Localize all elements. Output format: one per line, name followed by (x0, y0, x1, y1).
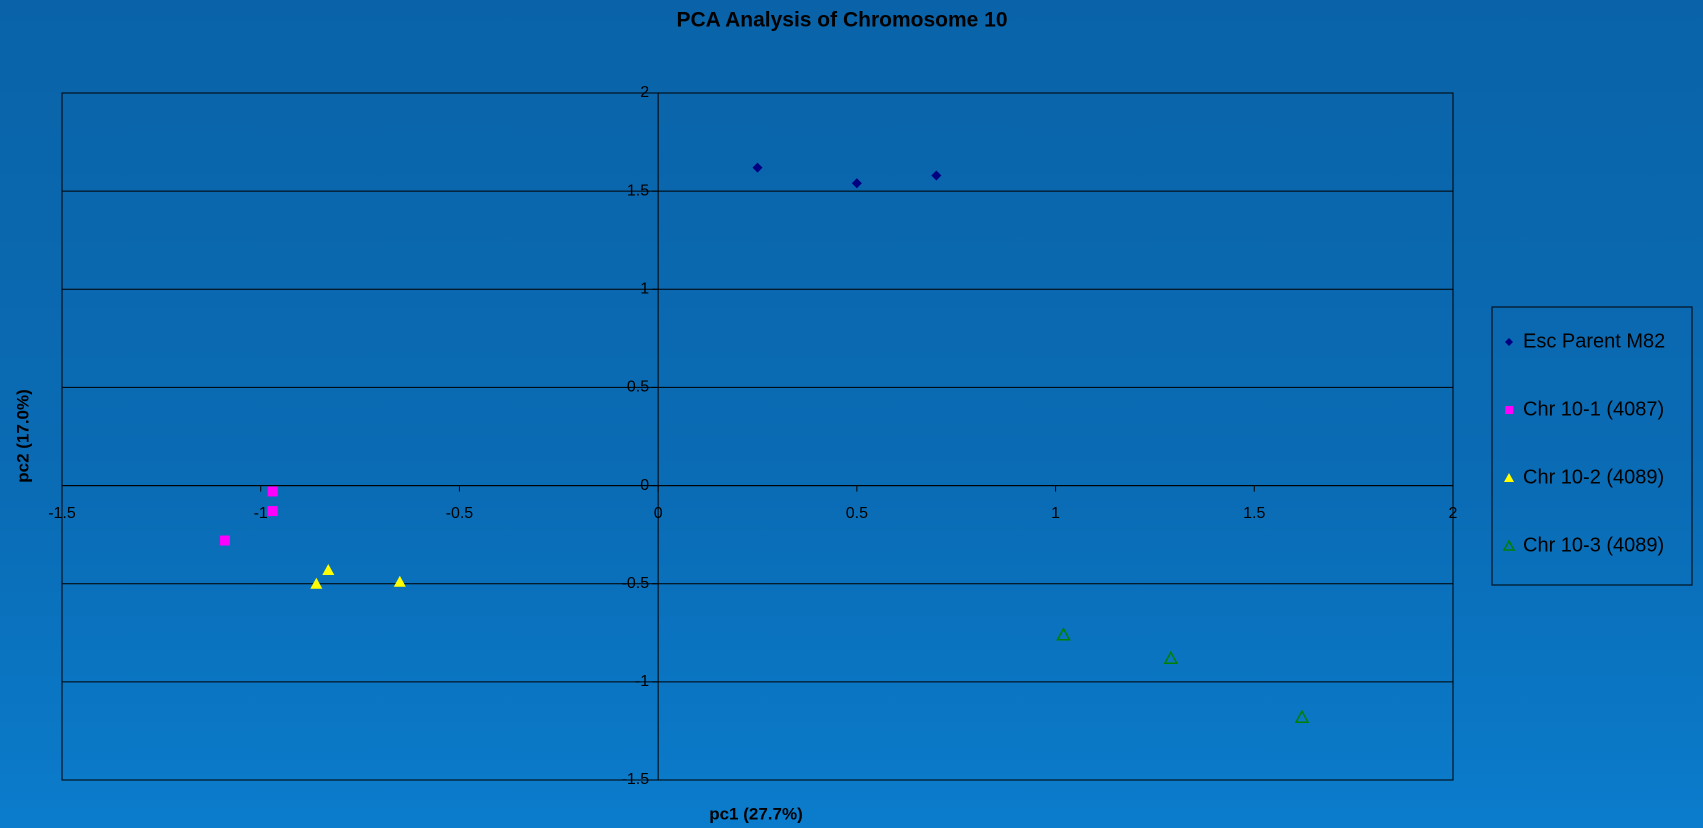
x-tick-label: 0.5 (846, 505, 868, 522)
point (1294, 709, 1310, 723)
point (851, 178, 862, 189)
y-tick-label: 1 (640, 281, 649, 298)
point (931, 170, 942, 181)
y-tick-label: -0.5 (622, 575, 650, 592)
legend-label: Esc Parent M82 (1523, 330, 1665, 352)
point (1163, 650, 1179, 665)
legend-marker (1505, 338, 1513, 346)
legend-label: Chr 10-3 (4089) (1523, 534, 1664, 556)
legend-marker (1504, 473, 1514, 482)
point (310, 577, 323, 589)
point (219, 535, 230, 546)
x-axis-label: pc1 (27.7%) (709, 804, 803, 823)
point (267, 486, 278, 497)
x-tick-label: 1 (1051, 505, 1060, 522)
legend-label: Chr 10-1 (4087) (1523, 398, 1664, 420)
y-tick-label: 1.5 (627, 182, 649, 199)
point (267, 506, 278, 517)
x-tick-label: -1.5 (48, 505, 76, 522)
point (322, 563, 335, 575)
x-tick-label: -1 (254, 505, 268, 522)
x-tick-label: 2 (1449, 505, 1458, 522)
legend-label: Chr 10-2 (4089) (1523, 466, 1664, 488)
chart-title: PCA Analysis of Chromosome 10 (676, 9, 1007, 32)
legend-marker (1502, 539, 1516, 551)
legend-frame (1491, 306, 1693, 586)
y-tick-label: 2 (640, 84, 649, 101)
x-tick-label: -0.5 (446, 505, 474, 522)
point (1056, 627, 1071, 641)
x-tick-label: 1.5 (1243, 505, 1265, 522)
legend-marker (1505, 406, 1513, 414)
point (752, 162, 763, 173)
y-tick-label: -1.5 (622, 771, 650, 788)
plot-frame (61, 92, 1454, 781)
point (393, 575, 406, 587)
y-axis-label: pc2 (17.0%) (13, 389, 32, 483)
y-tick-label: 0.5 (627, 379, 649, 396)
y-tick-label: -1 (635, 673, 649, 690)
